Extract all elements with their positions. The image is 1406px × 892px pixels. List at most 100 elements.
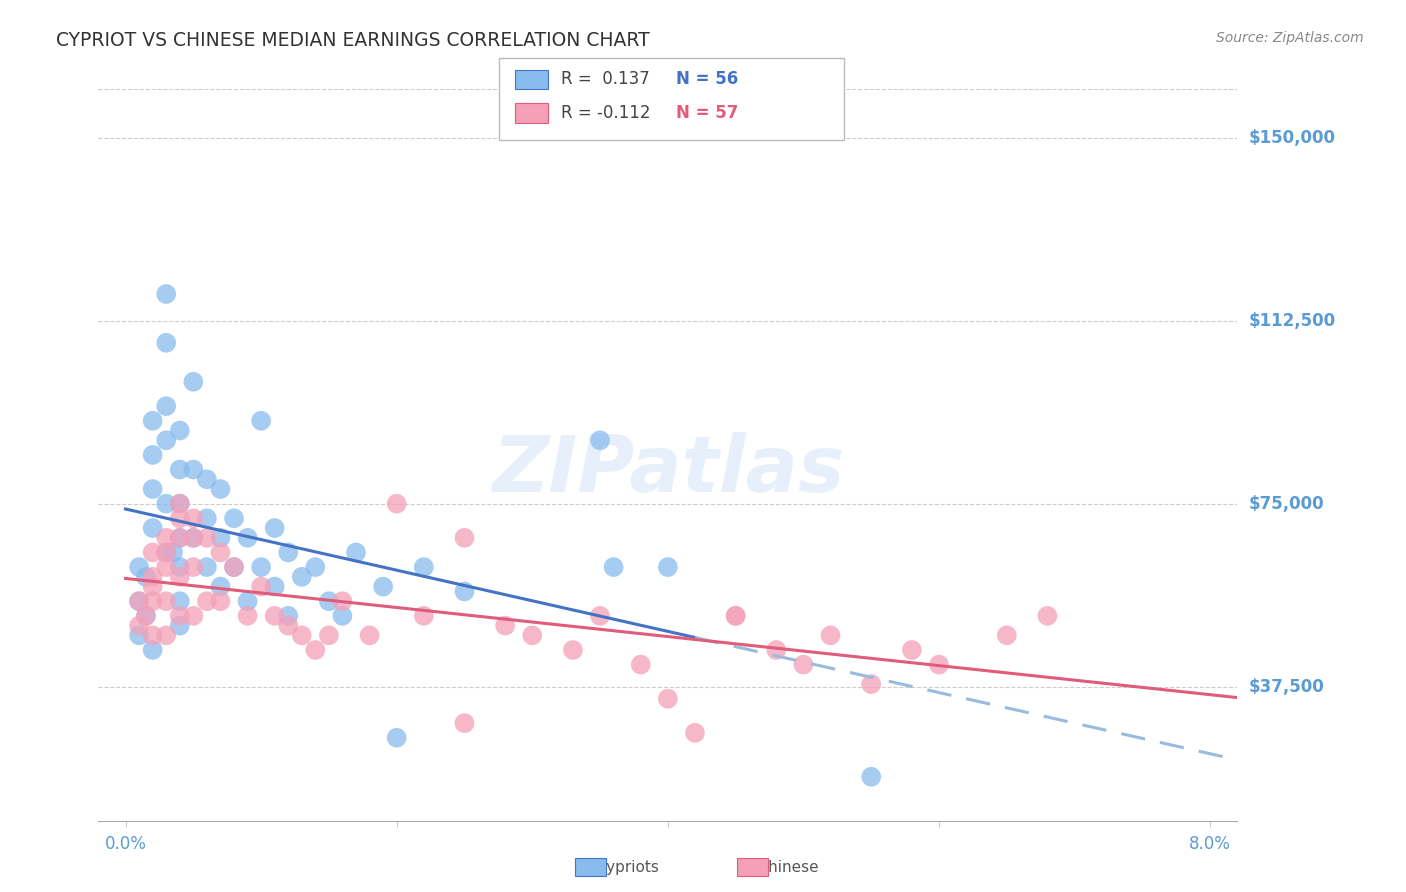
Point: [860, 677, 883, 691]
Point: [250, 580, 273, 594]
Point: [250, 560, 273, 574]
Point: [209, 580, 232, 594]
Point: [183, 375, 205, 389]
Point: [263, 521, 285, 535]
Point: [169, 424, 191, 438]
Text: $75,000: $75,000: [1249, 495, 1324, 513]
Point: [142, 521, 165, 535]
Point: [657, 560, 679, 574]
Point: [169, 497, 191, 511]
Point: [135, 608, 157, 623]
Point: [412, 608, 434, 623]
Point: [135, 570, 157, 584]
Point: [155, 335, 177, 350]
Point: [602, 560, 624, 574]
Point: [209, 482, 232, 496]
Text: $150,000: $150,000: [1249, 129, 1336, 147]
Point: [412, 560, 434, 574]
Point: [169, 594, 191, 608]
Point: [1036, 608, 1059, 623]
Point: [183, 560, 205, 574]
Point: [169, 560, 191, 574]
Point: [142, 580, 165, 594]
Point: [277, 545, 299, 559]
Point: [142, 545, 165, 559]
Point: [222, 511, 245, 525]
Point: [155, 434, 177, 448]
Point: [630, 657, 652, 672]
Point: [222, 560, 245, 574]
Point: [222, 560, 245, 574]
Point: [304, 560, 326, 574]
Point: [765, 643, 787, 657]
Point: [995, 628, 1018, 642]
Point: [522, 628, 544, 642]
Point: [135, 608, 157, 623]
Point: [195, 594, 218, 608]
Point: [332, 608, 354, 623]
Point: [453, 584, 475, 599]
Point: [169, 531, 191, 545]
Point: [209, 594, 232, 608]
Text: $112,500: $112,500: [1249, 312, 1336, 330]
Point: [183, 531, 205, 545]
Point: [155, 497, 177, 511]
Text: ZIPatlas: ZIPatlas: [492, 432, 844, 508]
Point: [183, 608, 205, 623]
Point: [142, 643, 165, 657]
Point: [128, 560, 150, 574]
Point: [901, 643, 924, 657]
Point: [142, 594, 165, 608]
Point: [169, 462, 191, 476]
Point: [195, 560, 218, 574]
Point: [385, 731, 408, 745]
Point: [169, 531, 191, 545]
Point: [155, 399, 177, 413]
Point: [195, 472, 218, 486]
Point: [304, 643, 326, 657]
Point: [183, 531, 205, 545]
Point: [155, 287, 177, 301]
Point: [263, 608, 285, 623]
Point: [155, 545, 177, 559]
Point: [128, 628, 150, 642]
Point: [142, 482, 165, 496]
Point: [371, 580, 394, 594]
Point: [155, 628, 177, 642]
Point: [155, 545, 177, 559]
Point: [318, 628, 340, 642]
Point: [155, 594, 177, 608]
Point: [589, 434, 612, 448]
Point: [860, 770, 883, 784]
Point: [195, 511, 218, 525]
Text: Source: ZipAtlas.com: Source: ZipAtlas.com: [1216, 31, 1364, 45]
Point: [162, 545, 184, 559]
Point: [236, 594, 259, 608]
Point: [155, 560, 177, 574]
Text: $37,500: $37,500: [1249, 678, 1324, 696]
Point: [359, 628, 381, 642]
Point: [562, 643, 585, 657]
Point: [155, 531, 177, 545]
Point: [142, 414, 165, 428]
Point: [589, 608, 612, 623]
Text: N = 57: N = 57: [676, 104, 738, 122]
Point: [183, 511, 205, 525]
Point: [657, 691, 679, 706]
Point: [928, 657, 950, 672]
Point: [792, 657, 814, 672]
Point: [169, 608, 191, 623]
Point: [277, 618, 299, 632]
Point: [209, 545, 232, 559]
Point: [128, 594, 150, 608]
Point: [142, 448, 165, 462]
Text: R =  0.137: R = 0.137: [561, 70, 665, 88]
Point: [263, 580, 285, 594]
Point: [453, 531, 475, 545]
Text: CYPRIOT VS CHINESE MEDIAN EARNINGS CORRELATION CHART: CYPRIOT VS CHINESE MEDIAN EARNINGS CORRE…: [56, 31, 650, 50]
Point: [209, 531, 232, 545]
Point: [169, 570, 191, 584]
Point: [236, 531, 259, 545]
Point: [683, 726, 706, 740]
Point: [183, 462, 205, 476]
